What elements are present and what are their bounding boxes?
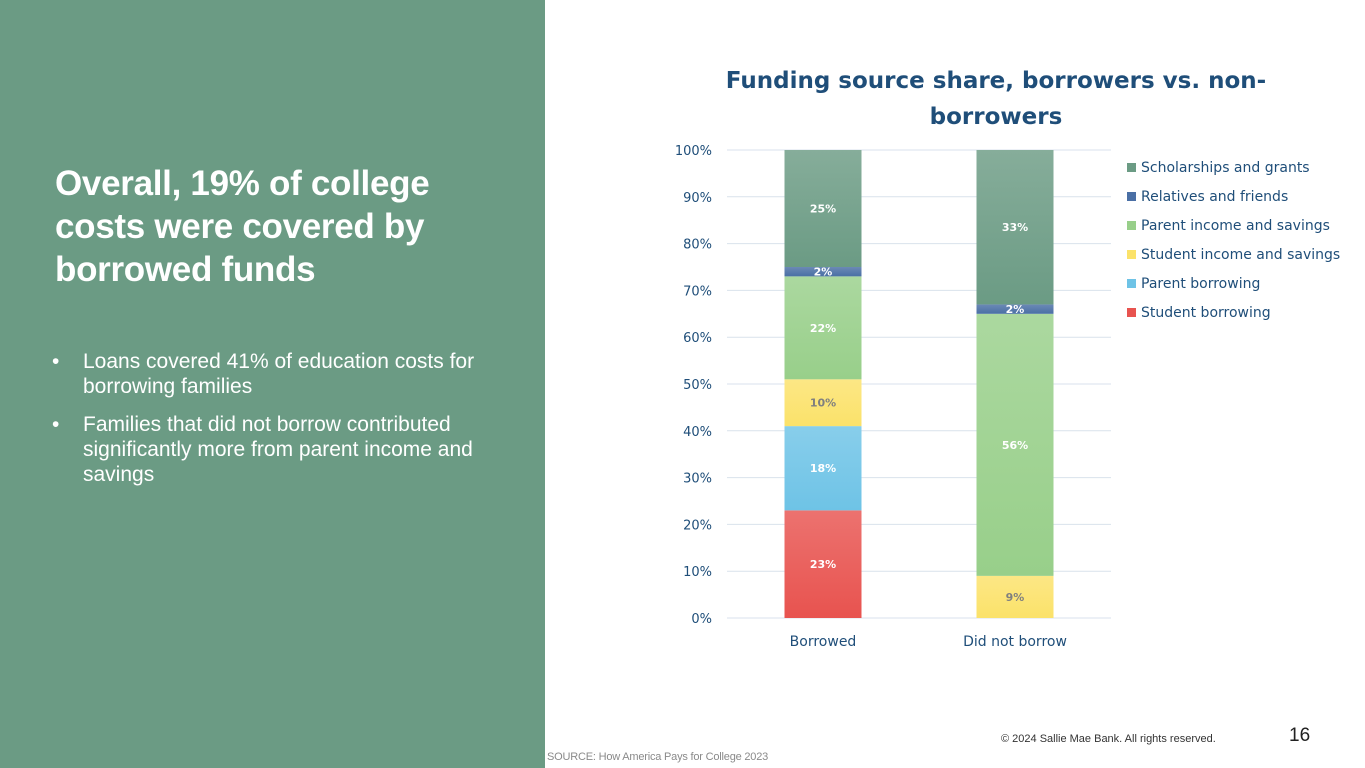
bar-segment xyxy=(784,510,862,618)
bullet-list: • Loans covered 41% of education costs f… xyxy=(52,349,502,500)
y-tick-label: 70% xyxy=(683,284,712,299)
legend-swatch xyxy=(1127,308,1136,317)
data-label: 2% xyxy=(1006,303,1025,316)
left-panel: Overall, 19% of college costs were cover… xyxy=(0,0,545,768)
y-tick-label: 90% xyxy=(683,191,712,206)
y-tick-label: 40% xyxy=(683,425,712,440)
legend-label: Scholarships and grants xyxy=(1141,160,1310,176)
legend-swatch xyxy=(1127,250,1136,259)
bar-segment xyxy=(784,426,862,511)
page-number: 16 xyxy=(1289,725,1311,746)
y-tick-label: 0% xyxy=(691,612,712,627)
y-tick-label: 10% xyxy=(683,565,712,580)
legend-swatch xyxy=(1127,221,1136,230)
bar-segment xyxy=(784,267,862,277)
bar-segment xyxy=(976,313,1054,576)
data-label: 25% xyxy=(810,203,836,216)
legend-swatch xyxy=(1127,192,1136,201)
bullet-item: • Loans covered 41% of education costs f… xyxy=(52,349,502,399)
data-label: 22% xyxy=(810,322,836,335)
legend-label: Relatives and friends xyxy=(1141,189,1288,205)
legend-label: Student income and savings xyxy=(1141,247,1340,263)
data-label: 23% xyxy=(810,558,836,571)
legend-label: Student borrowing xyxy=(1141,305,1271,321)
y-tick-label: 80% xyxy=(683,238,712,253)
data-label: 18% xyxy=(810,462,836,475)
bar-segment xyxy=(784,276,862,380)
bullet-text: Families that did not borrow contributed… xyxy=(83,413,473,486)
legend-swatch xyxy=(1127,279,1136,288)
y-tick-label: 30% xyxy=(683,472,712,487)
y-tick-label: 20% xyxy=(683,518,712,533)
bullet-dot: • xyxy=(52,350,60,373)
data-label: 9% xyxy=(1006,591,1025,604)
bar-segment xyxy=(976,304,1054,314)
legend-label: Parent borrowing xyxy=(1141,276,1260,292)
bullet-item: • Families that did not borrow contribut… xyxy=(52,412,502,487)
y-tick-label: 100% xyxy=(675,144,712,159)
bullet-text: Loans covered 41% of education costs for… xyxy=(83,350,475,398)
legend-label: Parent income and savings xyxy=(1141,218,1330,234)
bar-segment xyxy=(976,150,1054,305)
bar-segment xyxy=(976,575,1054,618)
copyright-notice: © 2024 Sallie Mae Bank. All rights reser… xyxy=(1001,733,1216,745)
bullet-dot: • xyxy=(52,413,60,436)
source-note: SOURCE: How America Pays for College 202… xyxy=(547,751,769,763)
data-label: 10% xyxy=(810,397,836,410)
x-category-label: Borrowed xyxy=(790,634,857,650)
slide-headline: Overall, 19% of college costs were cover… xyxy=(55,164,430,289)
legend-swatch xyxy=(1127,163,1136,172)
stacked-bar-chart: Funding source share, borrowers vs. non-… xyxy=(675,68,1340,650)
chart-title-line: borrowers xyxy=(930,104,1063,130)
y-tick-label: 60% xyxy=(683,331,712,346)
chart-title-line: Funding source share, borrowers vs. non- xyxy=(726,68,1266,94)
bar-segment xyxy=(784,150,862,267)
data-label: 56% xyxy=(1002,439,1028,452)
y-tick-label: 50% xyxy=(683,378,712,393)
data-label: 33% xyxy=(1002,221,1028,234)
data-label: 2% xyxy=(814,266,833,279)
bar-segment xyxy=(784,379,862,427)
x-category-label: Did not borrow xyxy=(963,634,1067,650)
